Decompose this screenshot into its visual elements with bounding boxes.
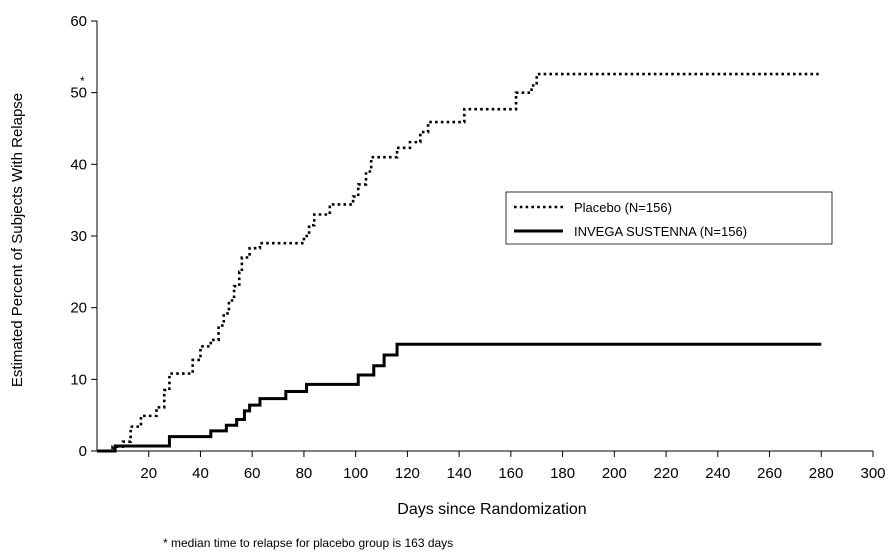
relapse-chart: 0 10 20 30 40 50 60 20 40 60 80 100 120 140 160 180 200 2… (9, 13, 886, 518)
x-tick-label: 120 (395, 465, 420, 482)
y-tick-label: 40 (70, 156, 87, 173)
footnote: * median time to relapse for placebo gro… (163, 536, 454, 550)
y-tick-label: 30 (70, 228, 87, 245)
x-axis-title: Days since Randomization (397, 501, 586, 518)
y-axis-title: Estimated Percent of Subjects With Relap… (9, 93, 26, 387)
x-tick-label: 60 (244, 465, 261, 482)
x-tick-label: 100 (343, 465, 368, 482)
x-tick-label: 140 (447, 465, 472, 482)
axes: 0 10 20 30 40 50 60 20 40 60 80 100 120 140 160 180 200 2… (70, 13, 885, 482)
x-tick-label: 280 (809, 465, 834, 482)
x-tick-label: 220 (654, 465, 679, 482)
series-layer (97, 72, 822, 453)
x-tick-label: 20 (140, 465, 157, 482)
legend-label-placebo: Placebo (N=156) (574, 200, 672, 215)
x-tick-label: 180 (550, 465, 575, 482)
x-tick-label: 240 (705, 465, 730, 482)
x-tick-label: 40 (192, 465, 209, 482)
x-tick-label: 200 (602, 465, 627, 482)
placebo-series-line (97, 72, 819, 453)
y-tick-label: 10 (70, 371, 87, 388)
y-tick-label: 60 (70, 13, 87, 30)
x-tick-label: 80 (296, 465, 313, 482)
legend-box (505, 191, 833, 245)
y-tick-label: 0 (79, 443, 87, 460)
median-marker-star: * (80, 74, 85, 88)
y-tick-label: 20 (70, 300, 87, 317)
legend: Placebo (N=156) INVEGA SUSTENNA (N=156) (505, 191, 833, 245)
invega-series-line (97, 342, 822, 453)
x-tick-label: 300 (860, 465, 885, 482)
legend-label-invega: INVEGA SUSTENNA (N=156) (574, 224, 747, 239)
y-tick-label: 50 (70, 85, 87, 102)
x-tick-label: 160 (498, 465, 523, 482)
x-tick-label: 260 (757, 465, 782, 482)
